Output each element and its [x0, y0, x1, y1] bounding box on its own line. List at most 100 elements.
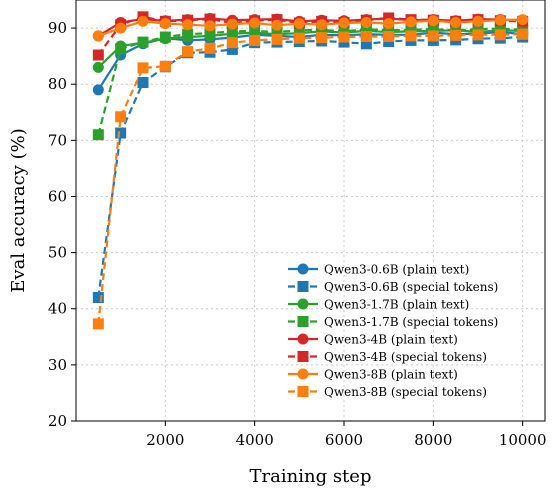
data-point: [338, 31, 350, 43]
legend-marker: [297, 333, 309, 345]
data-point: [115, 43, 127, 55]
axis-ticks: 2000 4000 6000 8000 10000 20 30 40 50 60 70 80 90: [48, 19, 547, 449]
legend-label: Qwen3-0.6B (plain text): [324, 263, 469, 277]
data-point: [92, 61, 104, 73]
data-point: [137, 77, 149, 89]
data-point: [450, 29, 462, 41]
legend-entry: Qwen3-1.7B (plain text): [288, 298, 469, 312]
data-point: [182, 19, 194, 31]
data-point: [472, 23, 484, 35]
data-point: [159, 60, 171, 72]
legend-label: Qwen3-0.6B (special tokens): [324, 280, 498, 294]
y-axis-label: Eval accuracy (%): [8, 128, 29, 292]
data-point: [427, 23, 439, 35]
legend-marker: [297, 386, 309, 397]
data-point: [405, 16, 417, 28]
data-point: [271, 33, 283, 45]
y-tick-label: 20: [48, 412, 67, 430]
data-point: [115, 111, 127, 123]
legend-entry: Qwen3-8B (plain text): [288, 368, 458, 382]
y-tick-label: 60: [48, 187, 67, 205]
data-point: [271, 26, 283, 38]
legend-entry: Qwen3-8B (special tokens): [288, 385, 487, 399]
data-point: [360, 23, 372, 35]
data-point: [494, 23, 506, 35]
y-tick-label: 40: [48, 300, 67, 318]
legend-label: Qwen3-1.7B (special tokens): [324, 315, 498, 329]
data-point: [517, 14, 529, 26]
data-point: [226, 37, 238, 49]
x-tick-label: 10000: [499, 431, 547, 449]
data-point: [427, 15, 439, 27]
legend-label: Qwen3-1.7B (plain text): [324, 298, 469, 312]
series-layer: [92, 11, 529, 330]
x-tick-label: 8000: [414, 431, 452, 449]
plot-frame: [75, 0, 546, 422]
y-tick-label: 70: [48, 131, 67, 149]
y-tick-label: 80: [48, 75, 67, 93]
data-point: [137, 62, 149, 74]
data-point: [472, 29, 484, 41]
data-point: [360, 16, 372, 28]
data-point: [159, 18, 171, 30]
data-point: [182, 46, 194, 58]
legend-marker: [297, 316, 309, 327]
data-point: [249, 34, 261, 46]
data-point: [92, 318, 104, 330]
x-tick-label: 2000: [146, 431, 184, 449]
data-point: [249, 17, 261, 29]
data-point: [405, 30, 417, 42]
data-point: [383, 18, 395, 30]
data-point: [383, 30, 395, 42]
data-point: [271, 14, 283, 26]
data-point: [249, 25, 261, 37]
series-7: [92, 28, 529, 330]
data-point: [137, 36, 149, 48]
data-point: [494, 14, 506, 26]
data-point: [92, 49, 104, 61]
data-point: [383, 12, 395, 24]
data-point: [92, 129, 104, 141]
data-point: [316, 32, 328, 44]
data-point: [159, 31, 171, 43]
y-tick-label: 30: [48, 356, 67, 374]
data-point: [226, 43, 238, 55]
data-point: [450, 16, 462, 28]
data-point: [204, 42, 216, 54]
data-point: [293, 18, 305, 30]
data-point: [204, 27, 216, 39]
legend-entry: Qwen3-0.6B (plain text): [288, 263, 469, 277]
legend-label: Qwen3-8B (plain text): [324, 368, 458, 382]
data-point: [517, 28, 529, 40]
data-point: [427, 30, 439, 42]
data-point: [271, 19, 283, 31]
data-point: [293, 32, 305, 44]
data-point: [338, 25, 350, 37]
data-point: [182, 28, 194, 40]
legend-entry: Qwen3-4B (special tokens): [288, 350, 487, 364]
data-point: [338, 17, 350, 29]
legend-entry: Qwen3-1.7B (special tokens): [288, 315, 498, 329]
legend-label: Qwen3-4B (plain text): [324, 333, 458, 347]
data-point: [226, 18, 238, 30]
legend-marker: [297, 368, 309, 380]
data-point: [92, 30, 104, 42]
data-point: [472, 15, 484, 27]
data-point: [204, 13, 216, 25]
data-point: [494, 29, 506, 41]
data-point: [204, 20, 216, 32]
legend: Qwen3-0.6B (plain text) Qwen3-0.6B (speci…: [288, 263, 498, 399]
y-tick-label: 90: [48, 19, 67, 37]
data-point: [92, 292, 104, 304]
legend-marker: [297, 351, 309, 362]
y-tick-label: 50: [48, 244, 67, 262]
legend-entry: Qwen3-0.6B (special tokens): [288, 280, 498, 294]
data-point: [383, 24, 395, 36]
x-tick-label: 6000: [325, 431, 363, 449]
legend-label: Qwen3-8B (special tokens): [324, 385, 487, 399]
legend-label: Qwen3-4B (special tokens): [324, 350, 487, 364]
data-point: [405, 24, 417, 36]
legend-marker: [297, 281, 309, 292]
x-tick-label: 4000: [236, 431, 274, 449]
